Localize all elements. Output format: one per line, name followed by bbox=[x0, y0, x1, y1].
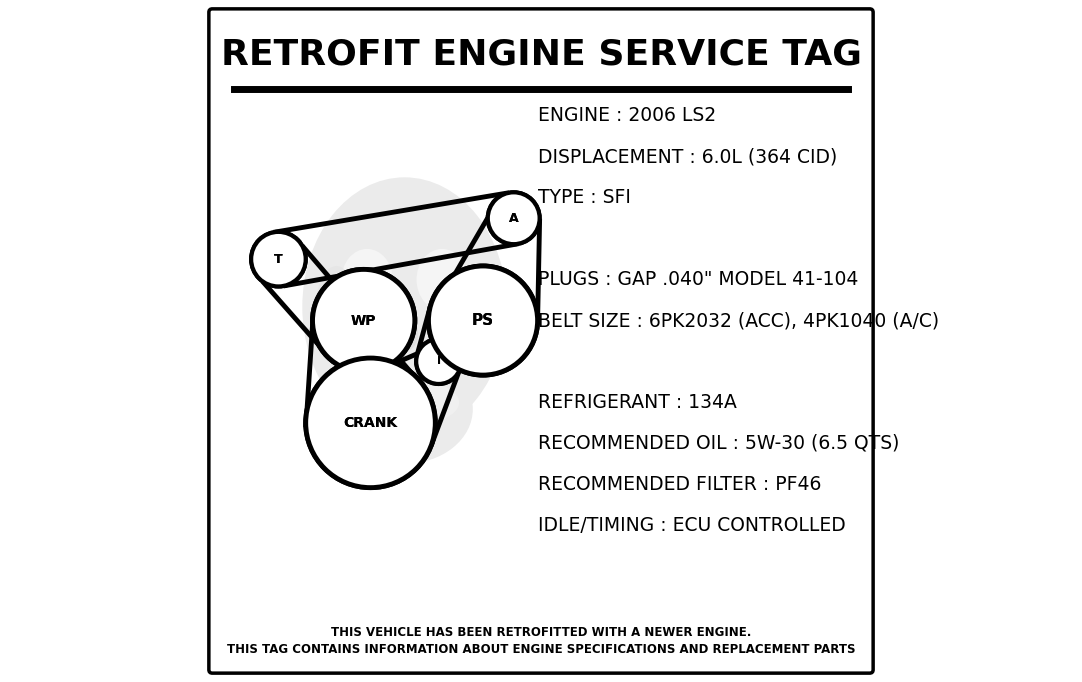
Text: T: T bbox=[274, 252, 282, 266]
Text: RECOMMENDED FILTER : PF46: RECOMMENDED FILTER : PF46 bbox=[538, 475, 821, 494]
Circle shape bbox=[488, 192, 540, 244]
Text: CRANK: CRANK bbox=[343, 416, 397, 430]
Circle shape bbox=[251, 232, 306, 286]
Circle shape bbox=[313, 269, 414, 372]
Ellipse shape bbox=[337, 355, 473, 464]
Circle shape bbox=[251, 232, 306, 286]
Text: TYPE : SFI: TYPE : SFI bbox=[538, 188, 631, 207]
Text: RECOMMENDED OIL : 5W-30 (6.5 QTS): RECOMMENDED OIL : 5W-30 (6.5 QTS) bbox=[538, 434, 899, 453]
Circle shape bbox=[313, 269, 414, 372]
Circle shape bbox=[428, 266, 538, 375]
Ellipse shape bbox=[417, 249, 467, 310]
Text: T: T bbox=[274, 252, 282, 266]
Ellipse shape bbox=[302, 177, 506, 436]
Text: CRANK: CRANK bbox=[343, 416, 397, 430]
Text: I: I bbox=[437, 357, 440, 366]
Circle shape bbox=[417, 339, 461, 384]
Text: ENGINE : 2006 LS2: ENGINE : 2006 LS2 bbox=[538, 106, 715, 125]
Text: BELT SIZE : 6PK2032 (ACC), 4PK1040 (A/C): BELT SIZE : 6PK2032 (ACC), 4PK1040 (A/C) bbox=[538, 311, 939, 330]
Ellipse shape bbox=[452, 266, 493, 348]
Ellipse shape bbox=[391, 317, 419, 351]
Text: THIS TAG CONTAINS INFORMATION ABOUT ENGINE SPECIFICATIONS AND REPLACEMENT PARTS: THIS TAG CONTAINS INFORMATION ABOUT ENGI… bbox=[227, 642, 855, 656]
Text: WP: WP bbox=[351, 314, 377, 327]
Circle shape bbox=[306, 358, 435, 488]
Circle shape bbox=[428, 266, 538, 375]
Text: WP: WP bbox=[351, 314, 377, 327]
Text: PLUGS : GAP .040" MODEL 41-104: PLUGS : GAP .040" MODEL 41-104 bbox=[538, 270, 858, 289]
Text: A: A bbox=[509, 211, 518, 225]
Text: I: I bbox=[437, 357, 440, 366]
Text: A: A bbox=[509, 211, 518, 225]
Ellipse shape bbox=[351, 379, 459, 426]
Text: RETROFIT ENGINE SERVICE TAG: RETROFIT ENGINE SERVICE TAG bbox=[221, 38, 861, 72]
Circle shape bbox=[417, 339, 461, 384]
Text: DISPLACEMENT : 6.0L (364 CID): DISPLACEMENT : 6.0L (364 CID) bbox=[538, 147, 836, 166]
Circle shape bbox=[306, 358, 435, 488]
Text: REFRIGERANT : 134A: REFRIGERANT : 134A bbox=[538, 393, 737, 412]
Text: THIS VEHICLE HAS BEEN RETROFITTED WITH A NEWER ENGINE.: THIS VEHICLE HAS BEEN RETROFITTED WITH A… bbox=[331, 625, 751, 639]
Circle shape bbox=[488, 192, 540, 244]
Text: PS: PS bbox=[472, 313, 494, 328]
Ellipse shape bbox=[342, 249, 393, 310]
Text: IDLE/TIMING : ECU CONTROLLED: IDLE/TIMING : ECU CONTROLLED bbox=[538, 516, 845, 535]
Text: PS: PS bbox=[472, 313, 494, 328]
Ellipse shape bbox=[316, 266, 357, 348]
